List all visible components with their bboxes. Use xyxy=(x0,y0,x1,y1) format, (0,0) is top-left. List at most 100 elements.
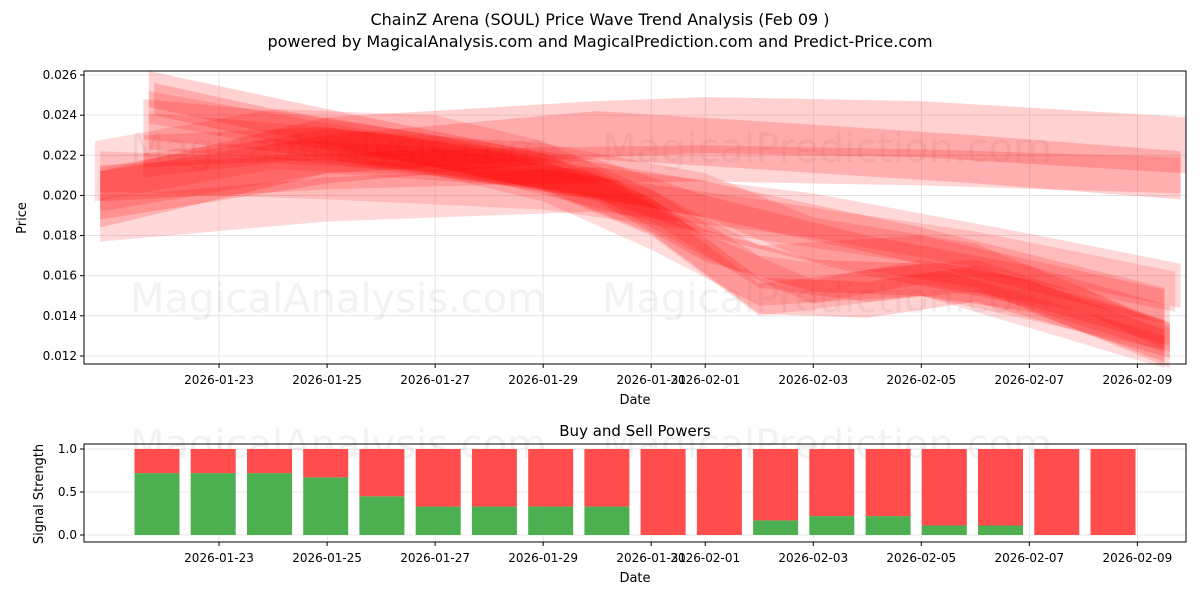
chart-subtitle: powered by MagicalAnalysis.com and Magic… xyxy=(267,32,932,51)
buy-sell-y-label: Signal Strength xyxy=(32,444,47,544)
buy-bar xyxy=(303,477,349,535)
wave-band-7 xyxy=(143,139,1170,352)
price-y-tick-label: 0.016 xyxy=(43,269,77,283)
buy-sell-y-tick-label: 0.0 xyxy=(58,528,77,542)
sell-bar xyxy=(1034,449,1080,535)
buy-sell-x-tick-label: 2026-02-03 xyxy=(778,551,848,565)
price-y-tick-label: 0.026 xyxy=(43,68,77,82)
price-x-ticks: 2026-01-23 2026-01-25 2026-01-27 2026-01-29… xyxy=(184,364,1172,387)
price-x-tick-label: 2026-02-05 xyxy=(886,373,956,387)
price-watermarks: MagicalAnalysis.com MagicalPrediction.co… xyxy=(130,126,1052,322)
price-y-tick-label: 0.024 xyxy=(43,108,77,122)
buy-sell-y-tick-label: 1.0 xyxy=(58,442,77,456)
price-x-tick-label: 2026-01-25 xyxy=(292,373,362,387)
buy-sell-plot-frame xyxy=(83,443,1187,543)
sell-bar xyxy=(359,449,405,497)
sell-bar xyxy=(753,449,799,521)
wave-band-6 xyxy=(100,129,1170,368)
buy-sell-x-tick-label: 2026-01-27 xyxy=(400,551,470,565)
sell-bar xyxy=(640,449,686,535)
price-x-tick-label: 2026-02-07 xyxy=(994,373,1064,387)
sell-bar xyxy=(528,449,574,507)
buy-sell-title: Buy and Sell Powers xyxy=(559,422,711,440)
price-y-tick-label: 0.020 xyxy=(43,188,77,202)
sell-bar xyxy=(415,449,461,507)
wave-band-3 xyxy=(148,113,1165,324)
price-x-tick-label: 2026-01-23 xyxy=(184,373,254,387)
sell-bar xyxy=(921,449,967,526)
buy-sell-x-label: Date xyxy=(619,571,650,586)
buy-bar xyxy=(865,516,911,535)
buy-sell-x-tick-label: 2026-02-01 xyxy=(670,551,740,565)
price-y-ticks: 0.012 0.014 0.016 0.018 0.020 0.022 0.024 0.026 xyxy=(43,68,84,363)
buy-sell-y-ticks: 0.0 0.5 1.0 xyxy=(58,442,84,542)
wave-band-10 xyxy=(100,145,1181,202)
price-x-tick-label: 2026-01-27 xyxy=(400,373,470,387)
sell-bar xyxy=(978,449,1023,526)
price-y-tick-label: 0.018 xyxy=(43,229,77,243)
wave-band-5 xyxy=(94,109,1165,350)
buy-bar xyxy=(359,496,405,535)
buy-bar xyxy=(471,506,517,535)
price-x-label: Date xyxy=(619,393,650,408)
wave-band-12 xyxy=(100,151,1176,312)
wave-band-8 xyxy=(100,97,1187,228)
price-x-tick-label: 2026-01-29 xyxy=(508,373,578,387)
buy-bar xyxy=(753,520,799,535)
wave-band-2 xyxy=(143,99,1170,346)
wave-band-4 xyxy=(143,127,1165,352)
buy-bar xyxy=(978,525,1023,535)
sell-bar xyxy=(471,449,517,507)
watermark-prediction-mid: MagicalPrediction.com xyxy=(602,276,1052,322)
buy-sell-x-tick-label: 2026-01-29 xyxy=(508,551,578,565)
buy-sell-x-tick-label: 2026-02-09 xyxy=(1103,551,1173,565)
watermark-prediction-top: MagicalPrediction.com xyxy=(602,126,1052,172)
buy-sell-bars xyxy=(134,449,1136,535)
wave-band-13 xyxy=(148,91,1165,368)
wave-band-11 xyxy=(100,167,1181,308)
sell-bar xyxy=(584,449,630,507)
price-x-tick-label: 2026-02-01 xyxy=(670,373,740,387)
wave-bands xyxy=(94,71,1187,368)
watermark-analysis-mid: MagicalAnalysis.com xyxy=(130,276,546,322)
buy-bar xyxy=(528,506,574,535)
buy-sell-x-tick-label: 2026-01-23 xyxy=(184,551,254,565)
chart-title: ChainZ Arena (SOUL) Price Wave Trend Ana… xyxy=(370,10,829,29)
buy-sell-x-ticks: 2026-01-23 2026-01-25 2026-01-27 2026-01-29… xyxy=(184,542,1172,565)
price-grid xyxy=(84,71,1186,364)
price-x-tick-label: 2026-02-09 xyxy=(1103,373,1173,387)
buy-sell-x-tick-label: 2026-01-31 xyxy=(616,551,686,565)
buy-bar xyxy=(415,506,461,535)
price-y-label: Price xyxy=(15,202,30,234)
wave-band-9 xyxy=(100,111,1181,220)
sell-bar xyxy=(696,449,742,535)
price-y-tick-label: 0.012 xyxy=(43,349,77,363)
buy-sell-x-tick-label: 2026-01-25 xyxy=(292,551,362,565)
price-x-tick-label: 2026-02-03 xyxy=(778,373,848,387)
buy-bar xyxy=(247,473,292,535)
sell-bar xyxy=(865,449,911,517)
price-y-tick-label: 0.022 xyxy=(43,148,77,162)
sell-bar xyxy=(809,449,855,517)
price-y-tick-label: 0.014 xyxy=(43,309,77,323)
wave-band-1 xyxy=(154,83,1165,362)
buy-bar xyxy=(190,473,236,535)
buy-sell-y-tick-label: 0.5 xyxy=(58,485,77,499)
sell-bar xyxy=(247,449,292,474)
buy-sell-x-tick-label: 2026-02-07 xyxy=(994,551,1064,565)
price-x-tick-label: 2026-01-31 xyxy=(616,373,686,387)
price-plot-frame xyxy=(83,70,1187,365)
sell-bar xyxy=(1090,449,1136,535)
sell-bar xyxy=(134,449,180,474)
buy-bar xyxy=(134,473,180,535)
sell-bar xyxy=(303,449,349,478)
price-wave-panel: MagicalAnalysis.com MagicalPrediction.co… xyxy=(15,68,1187,408)
watermark-analysis-top: MagicalAnalysis.com xyxy=(130,126,546,172)
buy-bar xyxy=(809,516,855,535)
buy-bar xyxy=(921,525,967,535)
buy-sell-panel: Buy and Sell Powers MagicalAnalysis.com … xyxy=(32,422,1187,586)
wave-band-0 xyxy=(148,71,1170,358)
buy-sell-x-tick-label: 2026-02-05 xyxy=(886,551,956,565)
price-plot-area xyxy=(84,71,1186,364)
